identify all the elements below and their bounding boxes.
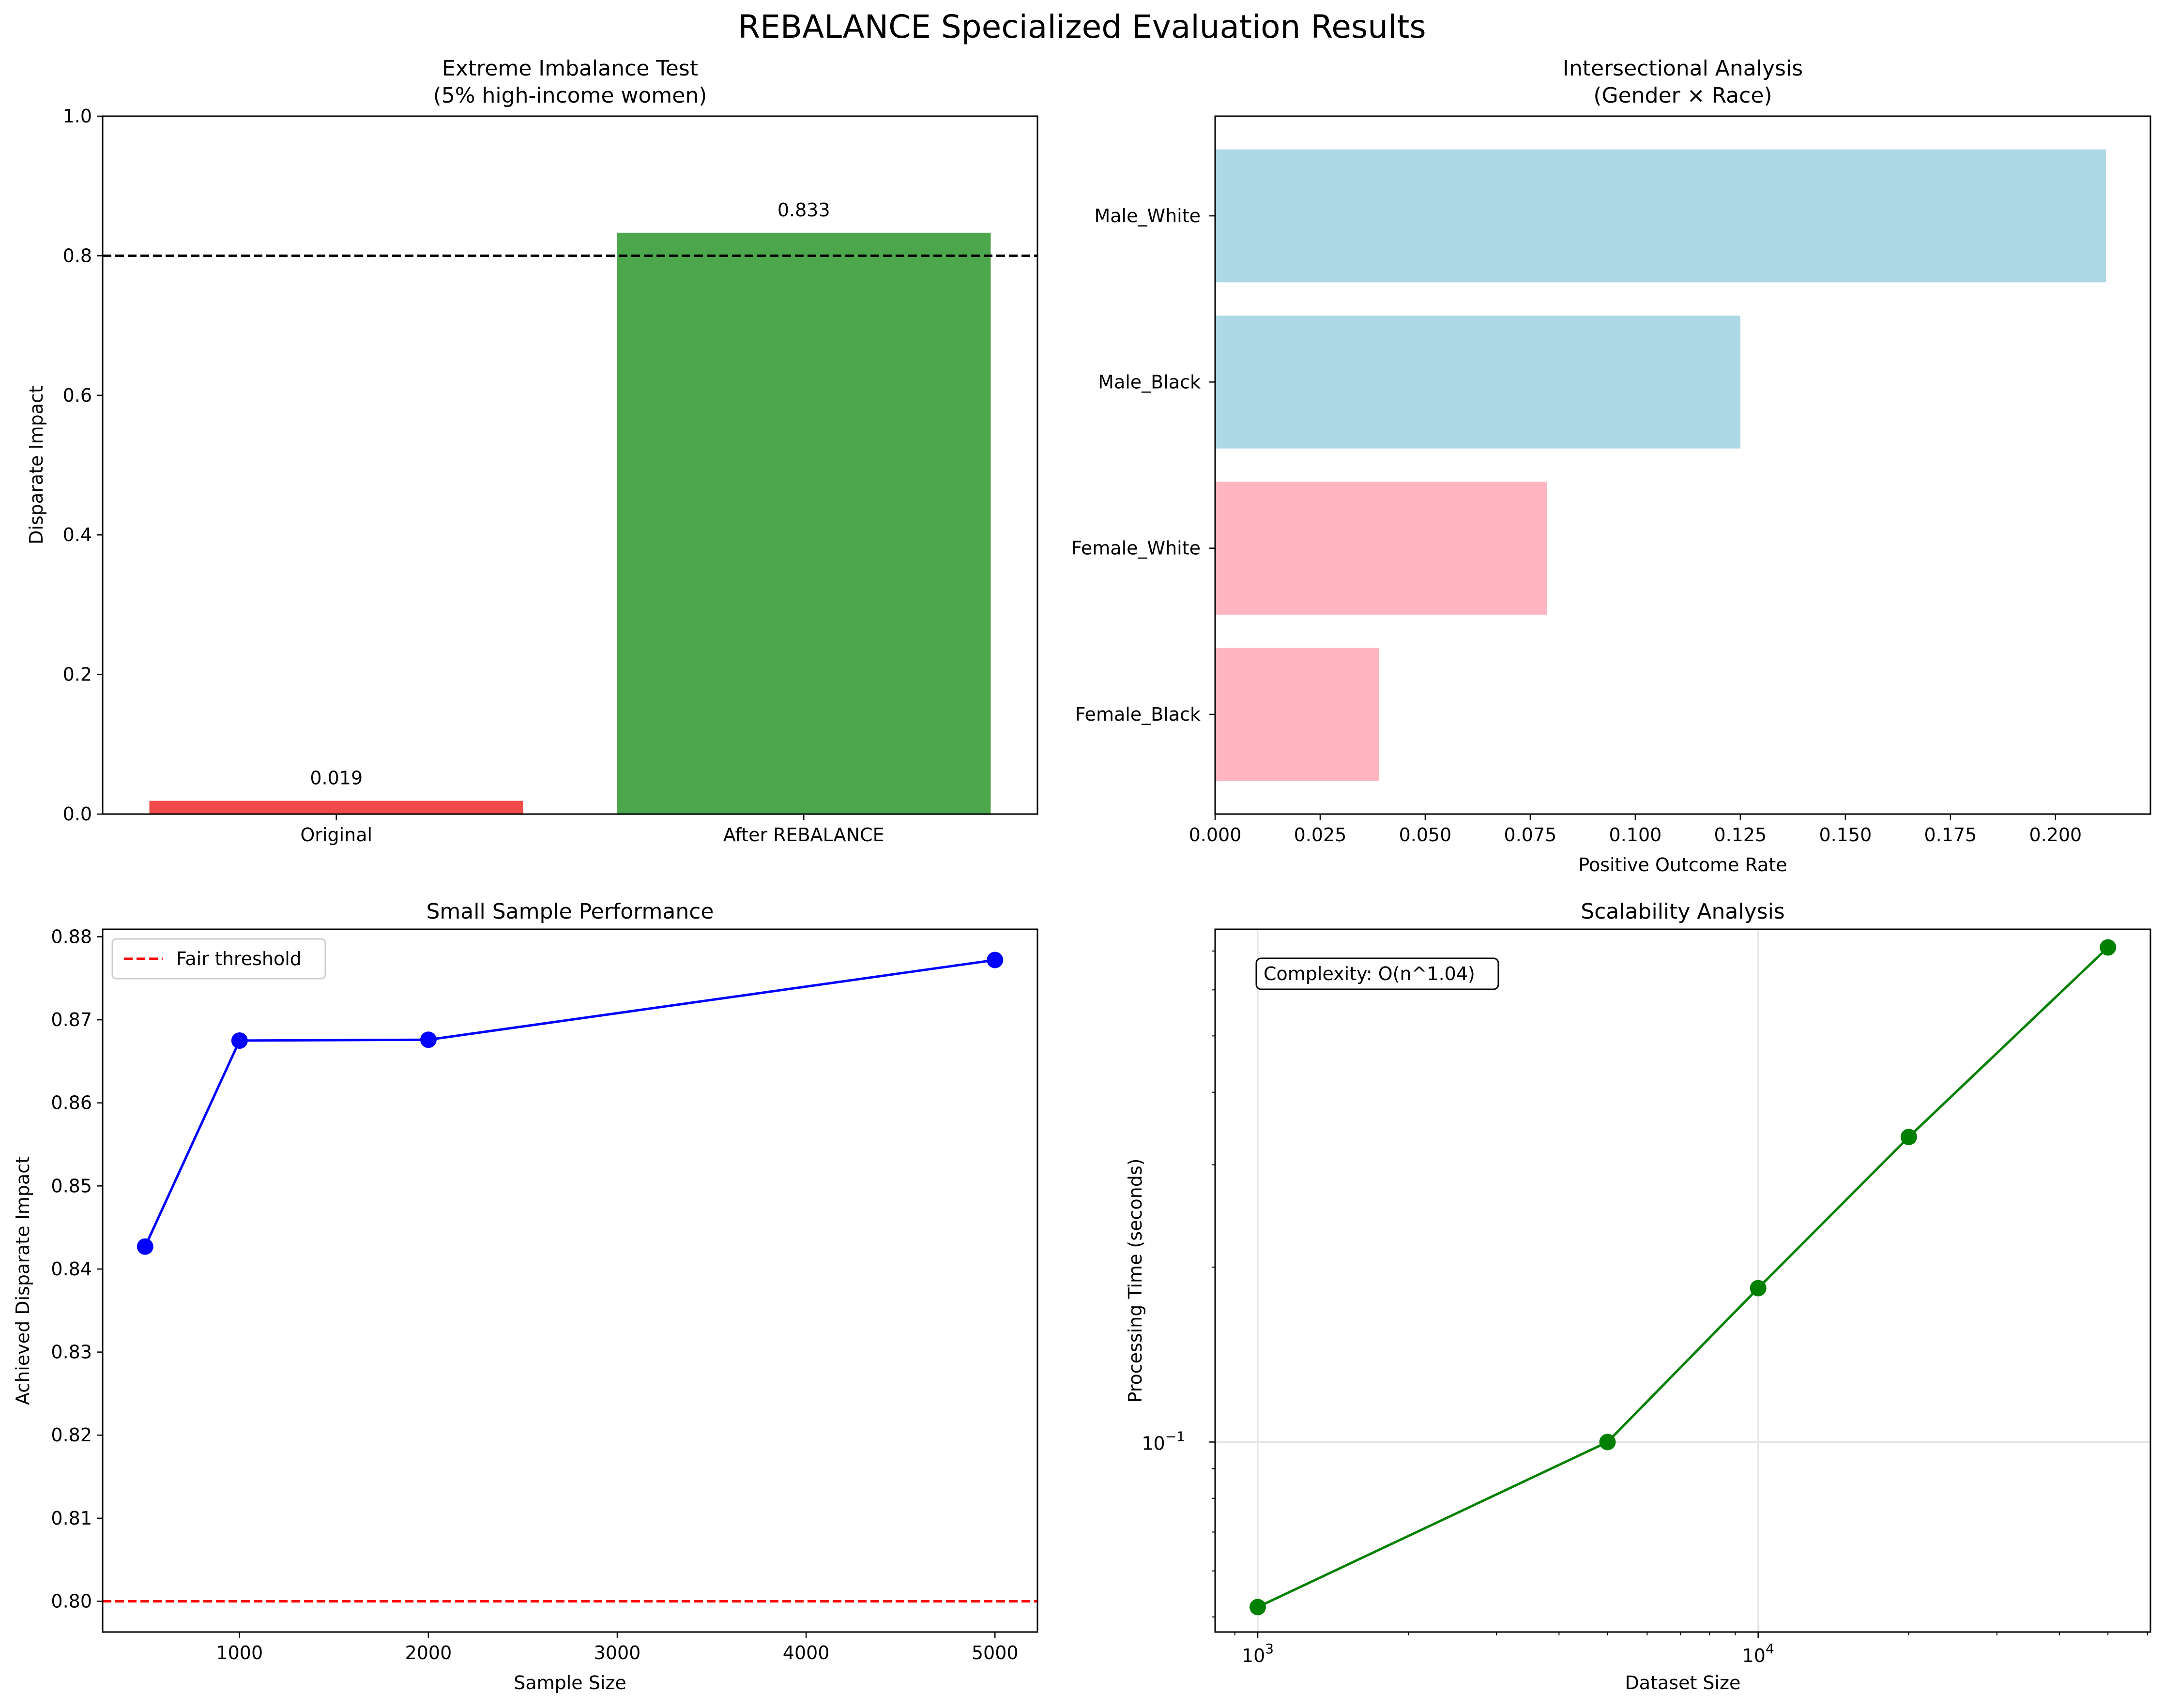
x-tick-label: 0.200 (2029, 824, 2082, 846)
x-tick-label: 4000 (783, 1642, 830, 1663)
y-tick-label: 0.84 (51, 1258, 92, 1280)
annotation-box (1255, 957, 1499, 990)
imbalance-title-line: Extreme Imbalance Test (442, 56, 698, 81)
x-axis-label: Positive Outcome Rate (1578, 854, 1787, 876)
y-tick-label: 0.8 (63, 245, 92, 266)
data-point (1599, 1434, 1616, 1451)
scalability-title-line: Scalability Analysis (1581, 899, 1784, 924)
x-tick-label: 3000 (594, 1642, 641, 1663)
x-tick-label: 103 (1242, 1641, 1274, 1666)
bar-male-black (1215, 316, 1740, 449)
scalability-axes-frame (1214, 928, 2151, 1633)
x-axis-label: Dataset Size (1625, 1672, 1741, 1693)
y-axis-label: Processing Time (seconds) (1125, 1158, 1146, 1403)
x-tick-label: 104 (1742, 1641, 1774, 1666)
x-axis-label: Sample Size (514, 1672, 626, 1693)
y-tick-label: 0.83 (51, 1342, 92, 1363)
bar-value-label: 0.019 (310, 768, 363, 789)
data-point (1900, 1129, 1917, 1146)
x-tick-label: 0.150 (1819, 824, 1872, 846)
series-line (144, 959, 995, 1247)
y-tick-label: Female_Black (1075, 704, 1201, 725)
intersectional-title-line: (Gender × Race) (1593, 83, 1772, 108)
y-tick-label: Female_White (1071, 538, 1201, 559)
y-tick-label: 1.0 (63, 106, 92, 127)
y-tick-label: 0.82 (51, 1424, 92, 1446)
data-point (420, 1031, 437, 1048)
complexity-annotation: Complexity: O(n^1.04) (1255, 957, 1499, 990)
imbalance-title-line: (5% high-income women) (433, 83, 707, 108)
x-tick-label: 0.025 (1294, 824, 1347, 846)
y-tick-label: 0.88 (51, 926, 92, 947)
y-tick-label: 10−1 (1142, 1428, 1185, 1454)
y-tick-label: 0.86 (51, 1092, 92, 1114)
x-tick-label: 5000 (972, 1642, 1019, 1663)
legend-box (111, 938, 326, 980)
y-tick-label: 0.87 (51, 1009, 92, 1030)
y-tick-label: 0.0 (63, 803, 92, 825)
bar-female-black (1215, 648, 1379, 781)
imbalance-chart: 0.019 Original 0.833 After REBALANCE 0.0 0.2 0… (26, 56, 1038, 846)
small-sample-title-line: Small Sample Performance (427, 899, 714, 924)
y-axis-label: Achieved Disparate Impact (12, 1156, 33, 1405)
x-tick-label: 1000 (216, 1642, 263, 1663)
scalability-chart: 103 104 10−1 Complexity: O(n^1.04) Dataset S… (1125, 899, 2151, 1693)
figure-title: REBALANCE Specialized Evaluation Results (738, 8, 1426, 45)
small-sample-axes-frame (102, 928, 1038, 1633)
y-tick-label: 0.80 (51, 1590, 92, 1612)
x-tick-label: Original (300, 824, 372, 846)
intersectional-chart: Male_White Male_Black Female_White Female_B… (1071, 56, 2151, 876)
x-tick-label: 0.075 (1504, 824, 1557, 846)
x-tick-label: 0.000 (1189, 824, 1242, 846)
data-point (1249, 1599, 1266, 1616)
bar-value-label: 0.833 (777, 199, 830, 221)
x-tick-label: After REBALANCE (723, 824, 884, 846)
imbalance-axes-frame (102, 115, 1038, 815)
data-point (987, 952, 1004, 968)
bar-male-white (1215, 149, 2106, 283)
y-tick-label: Male_White (1094, 205, 1201, 227)
y-tick-label: Male_Black (1098, 371, 1201, 393)
bar-female-white (1215, 482, 1547, 615)
data-point (137, 1238, 153, 1255)
bar-after-rebalance (617, 232, 991, 815)
y-tick-label: 0.6 (63, 385, 92, 406)
data-point (231, 1032, 248, 1049)
y-tick-label: 0.81 (51, 1508, 92, 1529)
y-axis-label: Disparate Impact (26, 386, 47, 544)
small-sample-chart: 1000 2000 3000 4000 5000 0.80 0.81 0.82 0.83 0.84… (12, 899, 1038, 1693)
y-tick-label: 0.85 (51, 1175, 92, 1196)
annotation-text: Complexity: O(n^1.04) (1264, 963, 1475, 984)
y-tick-label: 0.2 (63, 664, 92, 685)
data-point (2100, 939, 2117, 956)
data-point (1750, 1280, 1767, 1297)
legend-label: Fair threshold (176, 948, 302, 969)
x-tick-label: 2000 (405, 1642, 452, 1663)
bar-original (149, 801, 523, 814)
intersectional-axes-frame (1214, 115, 2151, 815)
x-tick-label: 0.175 (1924, 824, 1977, 846)
x-tick-label: 0.050 (1399, 824, 1452, 846)
intersectional-title-line: Intersectional Analysis (1563, 56, 1803, 81)
y-tick-label: 0.4 (63, 524, 92, 545)
x-tick-label: 0.125 (1714, 824, 1767, 846)
x-tick-label: 0.100 (1609, 824, 1662, 846)
legend: Fair threshold (111, 938, 326, 980)
